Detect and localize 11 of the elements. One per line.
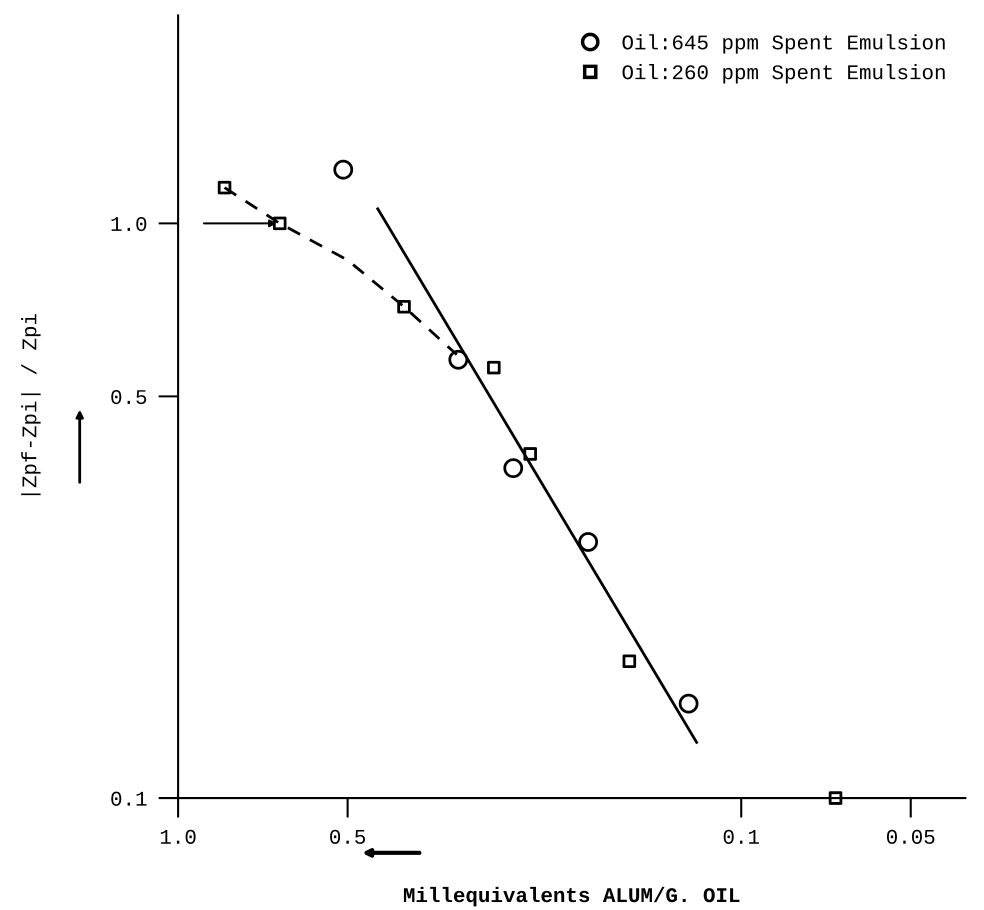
y-tick-label: 0.1 [111, 792, 147, 806]
y-tick-label: 0.5 [111, 390, 146, 404]
legend-label: Oil:645 ppm Spent Emulsion [622, 34, 945, 54]
y-axis-title: |Zpf-Zpi| / Zpi [21, 314, 41, 496]
legend-label: Oil:260 ppm Spent Emulsion [622, 64, 945, 84]
x-tick-label: 0.1 [724, 830, 759, 844]
x-axis-title: Millequivalents ALUM/G. OIL [404, 886, 740, 906]
y-tick-label: 1.0 [112, 216, 146, 232]
x-tick-label: 1.0 [160, 830, 196, 844]
x-tick-label: 0.5 [330, 830, 366, 844]
x-tick-label: 0.05 [886, 830, 934, 844]
